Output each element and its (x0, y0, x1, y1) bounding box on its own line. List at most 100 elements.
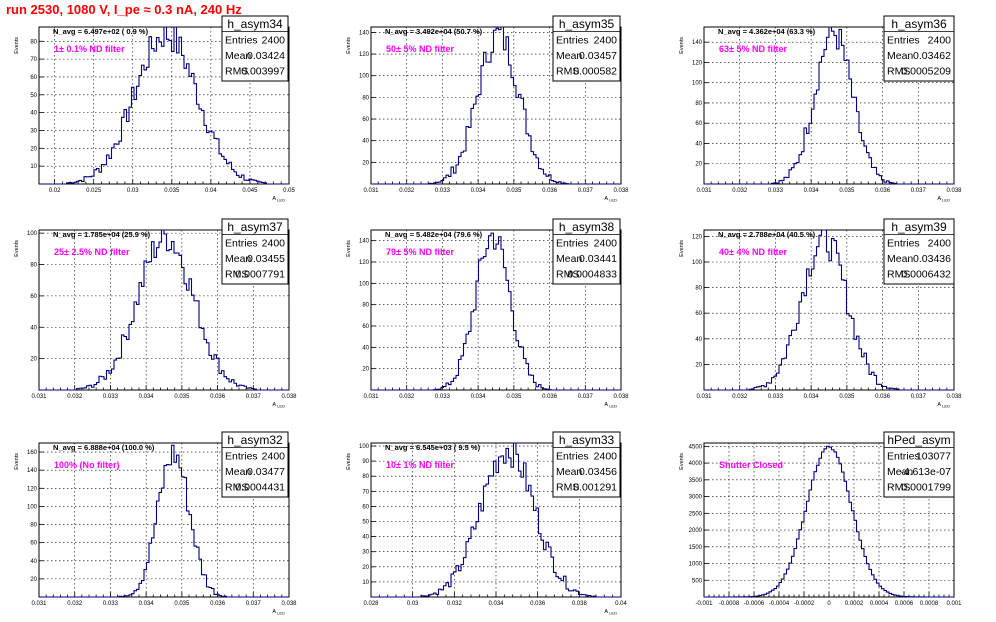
y-tick-label: 80 (362, 303, 369, 309)
y-tick-label: 80 (30, 39, 37, 45)
stats-box: h_asym35 Entries 2400 Mean0.03457RMS0.00058… (552, 15, 621, 82)
y-tick-label: 20 (30, 146, 37, 152)
n-avg-label: N_avg = 6.497e+02 ( 0.9 %) (53, 27, 149, 36)
y-axis-label: Events (14, 37, 20, 54)
y-tick-label: 140 (359, 30, 370, 36)
x-tick-label: -0.001 (695, 601, 713, 607)
histogram-panel-h_asym38: 0.031 0.032 0.033 0.034 0.035 0.036 0.037 0.038… (346, 218, 629, 409)
x-tick-label: 0.032 (399, 394, 415, 400)
histogram-panel-h_asym35: 0.031 0.032 0.033 0.034 0.035 0.036 0.037 0.038… (346, 15, 629, 203)
x-tick-label: 0.037 (246, 394, 262, 400)
stats-box-frame (221, 218, 289, 285)
plot-frame (370, 26, 622, 185)
stats-value: 0.0005209 (901, 66, 951, 78)
x-tick-label: 0.05 (283, 188, 295, 194)
histogram-panel-hPed_asym: -0.001 -0.0008 -0.0006 -0.0004 -0.0002 0 0.000… (679, 431, 962, 607)
x-tick-label: 0.028 (363, 601, 379, 607)
x-tick-label: 0.04 (615, 601, 627, 607)
y-tick-label: 10 (30, 164, 37, 170)
y-tick-label: 80 (30, 523, 37, 529)
stats-box-frame (552, 15, 621, 82)
y-tick-label: 60 (30, 294, 37, 300)
filter-annotation: 40± 4% ND filter (719, 247, 787, 257)
x-tick-label: 0.037 (246, 601, 262, 607)
y-tick-label: 140 (27, 468, 38, 474)
x-tick-label: 0.035 (839, 188, 855, 194)
y-tick-label: 40 (362, 535, 369, 541)
stats-value: 0.03441 (579, 253, 617, 265)
y-tick-label: 100 (27, 231, 38, 237)
stats-box-frame (883, 431, 955, 498)
x-tick-label: 0.034 (804, 394, 820, 400)
stats-label: Entries (225, 238, 258, 250)
y-axis-label: Events (679, 453, 685, 470)
x-tick-label: 0.033 (768, 188, 784, 194)
x-tick-label: 0.034 (471, 188, 487, 194)
y-tick-label: 40 (30, 111, 37, 117)
x-tick-label: 0.034 (804, 188, 820, 194)
stats-value: 0.000582 (573, 66, 617, 78)
stats-label: Mean (225, 253, 251, 265)
y-tick-label: 30 (30, 128, 37, 134)
y-tick-label: 20 (695, 162, 702, 168)
x-tick-label: 0.036 (210, 394, 226, 400)
n-avg-label: N_avg = 1.785e+04 (25.9 %) (53, 230, 151, 239)
plot-frame (38, 442, 290, 598)
y-tick-label: 2000 (689, 528, 703, 534)
y-tick-label: 70 (362, 489, 369, 495)
x-tick-label: 0.031 (31, 601, 47, 607)
y-tick-label: 160 (27, 450, 38, 456)
y-tick-label: 10 (362, 580, 369, 586)
stats-value: 2400 (594, 451, 618, 463)
y-tick-label: 1500 (689, 545, 703, 551)
stats-value: 2400 (594, 35, 618, 47)
y-tick-label: 120 (359, 52, 370, 58)
y-tick-label: 60 (30, 75, 37, 81)
stats-value: 2400 (928, 35, 952, 47)
stats-value: 0.0004431 (235, 482, 285, 494)
x-tick-label: -0.0002 (794, 601, 815, 607)
x-tick-label: 0.0002 (845, 601, 864, 607)
stats-value: 2400 (262, 238, 286, 250)
x-axis-label: A LED (272, 402, 285, 409)
y-tick-label: 20 (362, 367, 369, 373)
stats-box: h_asym39 Entries 2400 Mean 0.03436RMS0.00064… (883, 218, 955, 285)
stats-label: Mean (225, 50, 251, 62)
y-tick-label: 120 (692, 60, 703, 66)
x-tick-label: 0.038 (613, 394, 629, 400)
stats-box-frame (552, 218, 621, 285)
y-tick-label: 50 (30, 93, 37, 99)
y-tick-label: 3000 (689, 495, 703, 501)
stats-box: h_asym38 Entries 2400 Mean0.03441RMS0.00048… (552, 218, 621, 285)
histogram-name: hPed_asym (887, 433, 950, 447)
y-tick-label: 20 (30, 577, 37, 583)
stats-value: 0.03457 (579, 50, 617, 62)
stats-label: Entries (887, 35, 920, 47)
stats-label: Entries (225, 35, 258, 47)
x-tick-label: 0.032 (732, 394, 748, 400)
histogram-name: h_asym35 (559, 17, 615, 31)
stats-value: 0.0001799 (901, 482, 951, 494)
y-tick-label: 60 (362, 324, 369, 330)
x-tick-label: 0.038 (281, 601, 297, 607)
x-tick-label: -0.0004 (769, 601, 790, 607)
x-tick-label: 0.034 (471, 394, 487, 400)
x-tick-label: 0.031 (31, 394, 47, 400)
y-tick-label: 3500 (689, 478, 703, 484)
x-tick-label: 0.034 (139, 394, 155, 400)
y-tick-label: 50 (362, 520, 369, 526)
stats-value: 0.0004833 (567, 269, 617, 281)
stats-label: Entries (225, 451, 258, 463)
y-tick-label: 80 (695, 286, 702, 292)
histogram-panel-h_asym37: 0.031 0.032 0.033 0.034 0.035 0.036 0.037 0.038… (14, 218, 297, 409)
y-tick-label: 120 (27, 486, 38, 492)
stats-label: RMS (887, 482, 910, 494)
stats-value: 0.001291 (573, 482, 617, 494)
x-axis-label: A LED (937, 402, 950, 409)
x-tick-label: 0.031 (363, 394, 379, 400)
x-tick-label: 0.037 (911, 394, 927, 400)
y-tick-label: 40 (695, 337, 702, 343)
